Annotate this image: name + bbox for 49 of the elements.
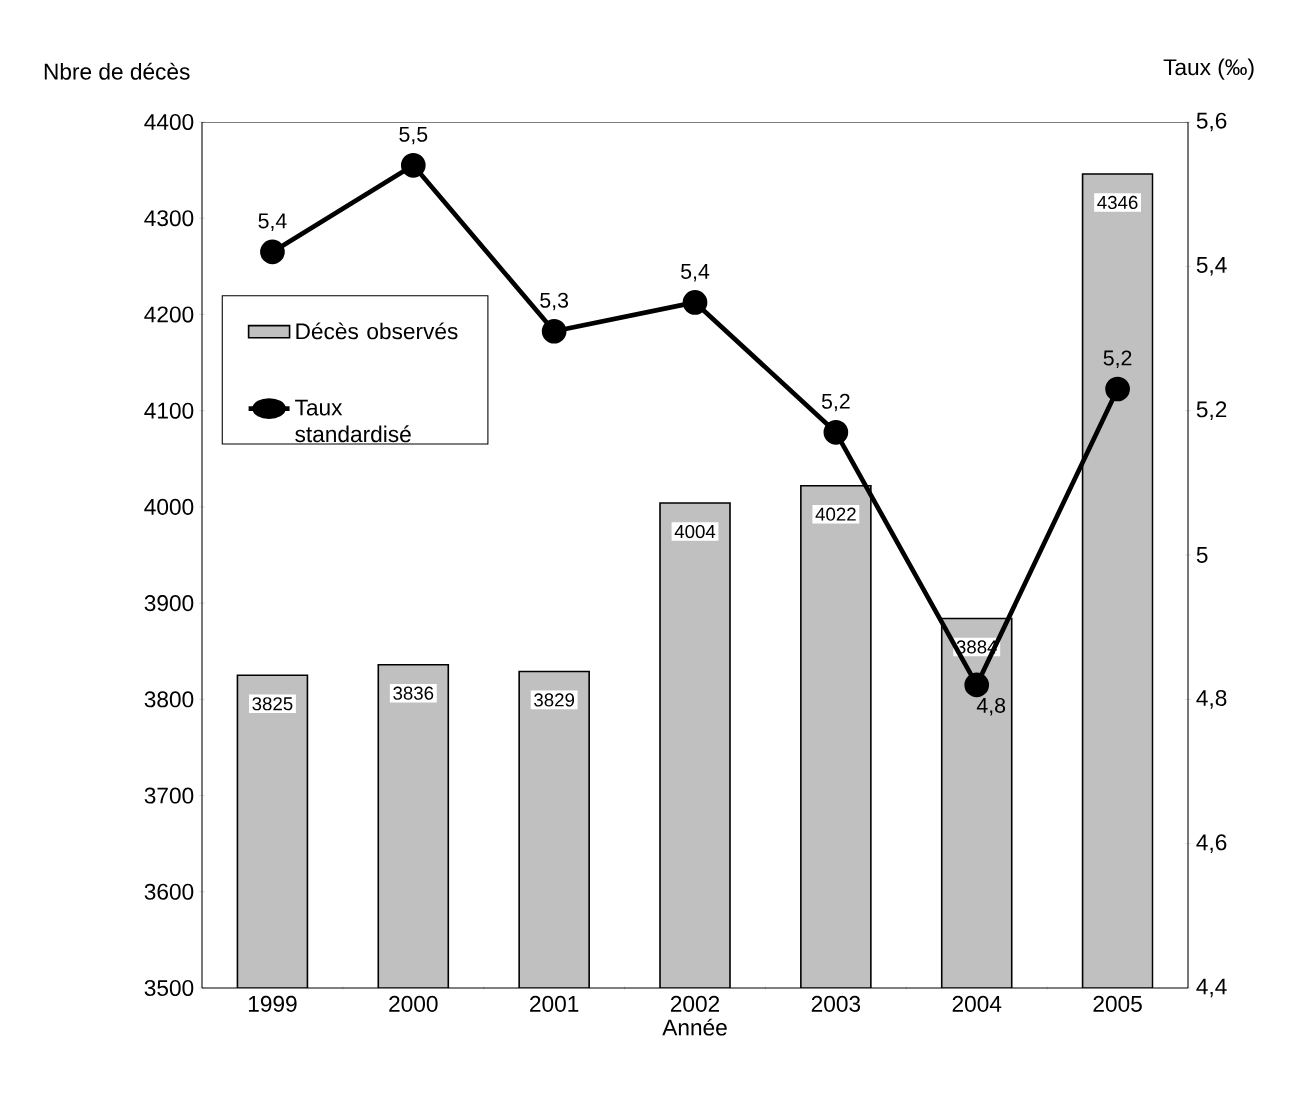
point <box>400 152 426 178</box>
x-tick-label: 2004 <box>952 995 1002 1012</box>
point <box>823 419 849 445</box>
data-label: 5,4 <box>681 264 710 282</box>
data-label: 4004 <box>674 524 716 539</box>
y-tick-label: 4100 <box>144 402 194 419</box>
y-tick-label: 4200 <box>144 306 194 323</box>
data-label: 3825 <box>252 697 293 711</box>
point <box>1105 376 1130 402</box>
y2-tick-label: 4,8 <box>1196 689 1227 709</box>
y2-tick-label: 5,2 <box>1196 401 1227 421</box>
y2-tick-label: 5 <box>1196 547 1208 563</box>
y-tick-label: 3600 <box>144 883 194 900</box>
y-tick-label: 3500 <box>144 979 194 997</box>
y-tick-label: 4000 <box>144 498 194 515</box>
data-label: 5,4 <box>258 213 287 231</box>
y2-axis-title: Taux (‰) <box>1163 58 1254 80</box>
y2-tick-label: 4,6 <box>1196 834 1227 854</box>
data-label: 5,2 <box>821 393 850 412</box>
data-label: 5,3 <box>540 292 569 311</box>
y-tick-label: 3700 <box>144 787 194 804</box>
y2-tick-label: 5,4 <box>1196 257 1227 276</box>
x-tick-label: 2002 <box>670 995 720 1012</box>
data-label: 4022 <box>815 507 856 521</box>
legend-label: Décès observés <box>296 322 458 340</box>
legend-label: Taux standardisé <box>295 399 411 443</box>
y2-tick-label: 5,6 <box>1196 112 1227 132</box>
point <box>682 290 708 315</box>
y-axis-title: Nbre de décès <box>44 62 190 80</box>
x-axis-title: Année <box>662 1018 727 1036</box>
x-tick-label: 2001 <box>530 995 579 1012</box>
x-tick-label: 2003 <box>811 995 861 1012</box>
data-label: 3829 <box>534 693 575 707</box>
y-tick-label: 3800 <box>144 691 194 708</box>
data-label: 5,5 <box>399 126 428 145</box>
y2-tick-label: 4,4 <box>1196 978 1227 998</box>
x-tick-label: 2000 <box>389 995 438 1012</box>
x-tick-label: 2005 <box>1093 995 1142 1012</box>
data-label: 4,8 <box>976 697 1006 716</box>
x-tick-label: 1999 <box>248 995 297 1012</box>
data-label: 4346 <box>1097 195 1138 210</box>
y-tick-label: 4300 <box>144 210 194 227</box>
y-tick-label: 4400 <box>144 113 194 131</box>
point <box>964 672 990 698</box>
y-tick-label: 3900 <box>144 595 194 612</box>
point <box>541 318 567 344</box>
data-label: 5,2 <box>1103 350 1132 369</box>
point <box>260 239 285 265</box>
data-label: 3836 <box>393 686 434 700</box>
